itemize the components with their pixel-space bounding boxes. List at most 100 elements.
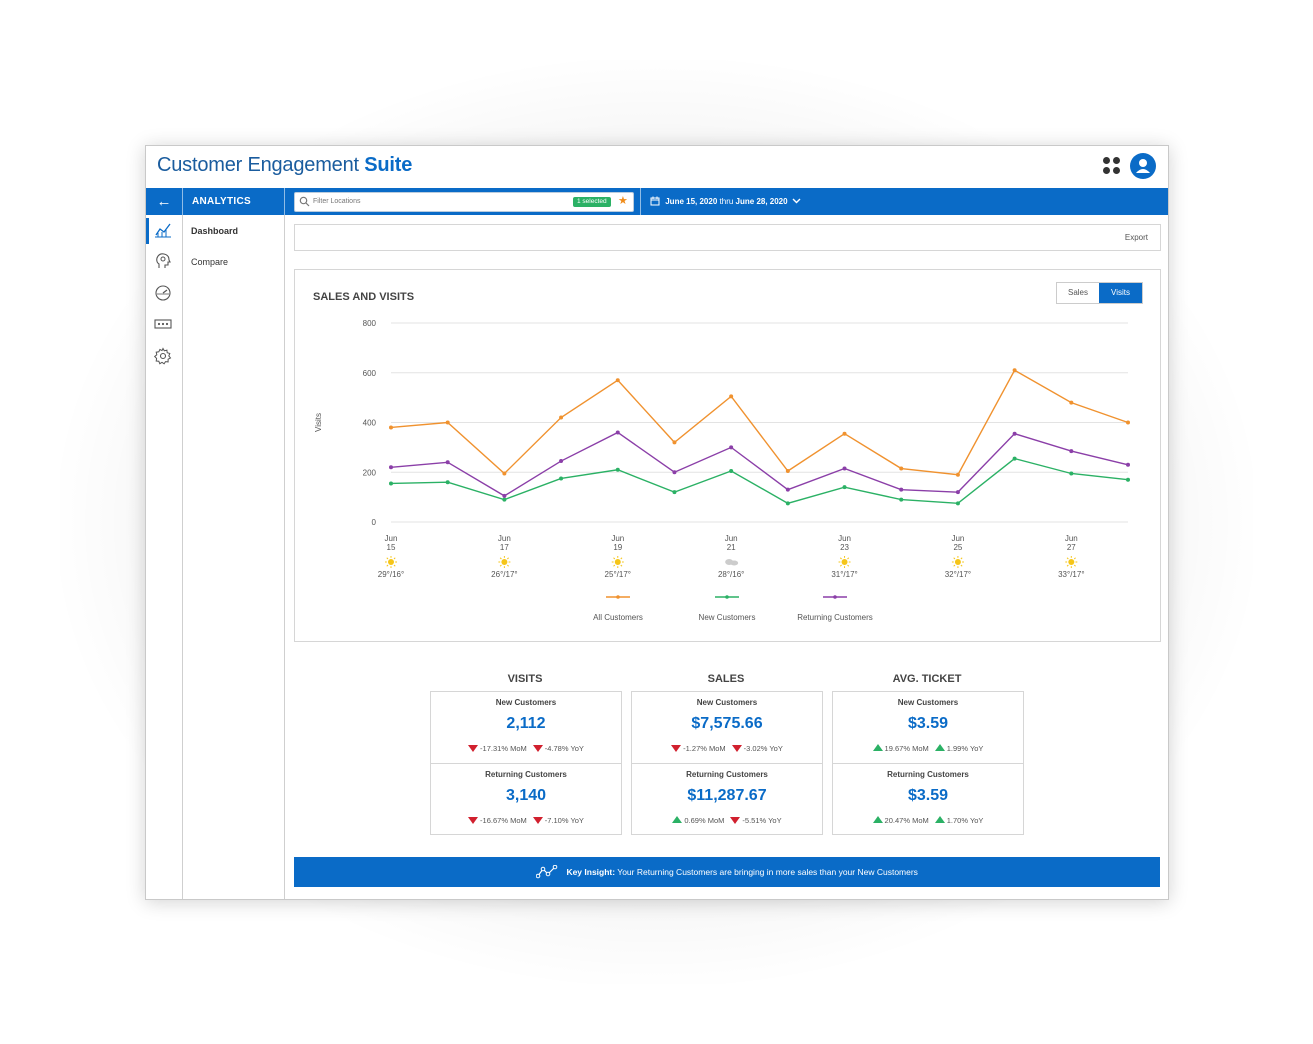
visits-toggle-button[interactable]: Visits: [1099, 283, 1142, 303]
data-point: [729, 469, 734, 474]
data-point: [955, 472, 960, 477]
divider: [640, 188, 641, 215]
data-point: [1012, 456, 1017, 461]
data-point: [445, 480, 450, 485]
down-arrow-icon: [731, 745, 742, 752]
x-tick-day: 27: [1067, 543, 1076, 552]
x-tick-day: 23: [840, 543, 849, 552]
data-point: [1069, 400, 1074, 405]
x-tick-day: 25: [953, 543, 962, 552]
metric-value: 2,112: [506, 715, 546, 732]
metric-label: Returning Customers: [686, 770, 768, 779]
up-arrow-icon: [872, 744, 883, 751]
app-title-bold: Suite: [364, 154, 413, 176]
new-customers-metric: New Customers 2,112 -17.31% MoM -4.78% YoY: [431, 692, 621, 763]
app-title: Customer Engagement Suite: [157, 154, 412, 177]
legend-swatch-dot: [616, 595, 620, 599]
metric-toggle: Sales Visits: [1056, 282, 1143, 304]
metric-changes: 19.67% MoM 1.99% YoY: [833, 744, 1023, 753]
sun-icon: [951, 556, 964, 568]
selected-badge[interactable]: 1 selected: [573, 197, 611, 207]
data-point: [842, 485, 847, 490]
chart-title: SALES AND VISITS: [313, 291, 415, 303]
data-point: [1069, 449, 1074, 454]
user-avatar-icon[interactable]: [1130, 153, 1156, 179]
data-point: [672, 470, 677, 475]
new-customers-metric: New Customers $7,575.66 -1.27% MoM -3.02% Y…: [632, 692, 822, 763]
legend-label: Returning Customers: [797, 613, 873, 622]
metric-label: New Customers: [696, 698, 758, 707]
metric-column-title: AVG. TICKET: [892, 673, 962, 685]
data-point: [899, 497, 904, 502]
search-icon: [299, 196, 310, 207]
metrics-section: VISITS New Customers 2,112 -17.31% MoM -4.78…: [285, 665, 1168, 845]
series-line: [390, 431, 1129, 497]
data-point: [1012, 368, 1017, 373]
data-point: [559, 459, 564, 464]
export-button[interactable]: Export: [1124, 233, 1148, 242]
subnav-item-compare[interactable]: Compare: [191, 257, 229, 267]
returning-customers-metric: Returning Customers $11,287.67 0.69% MoM -5…: [632, 763, 822, 835]
section-title: ANALYTICS: [192, 196, 252, 207]
returning-customers-metric: Returning Customers $3.59 20.47% MoM 1.70% …: [833, 763, 1023, 835]
data-point: [559, 415, 564, 420]
up-arrow-icon: [934, 744, 945, 751]
chat-icon[interactable]: [154, 315, 172, 333]
data-point: [389, 425, 393, 430]
mom-change: -16.67% MoM: [468, 816, 527, 825]
head-icon[interactable]: [154, 252, 172, 270]
date-range-picker[interactable]: June 15, 2020 thru June 28, 2020: [650, 188, 801, 215]
metric-column-title: VISITS: [507, 673, 543, 685]
divider: [284, 188, 285, 215]
subnav-item-dashboard[interactable]: Dashboard: [191, 226, 239, 236]
legend-swatch-dot: [833, 595, 837, 599]
insight-icon: [535, 864, 558, 879]
metric-label: Returning Customers: [485, 770, 567, 779]
metric-changes: -16.67% MoM -7.10% YoY: [431, 816, 621, 825]
data-point: [955, 490, 960, 495]
data-point: [559, 476, 564, 481]
x-tick-month: Jun: [611, 534, 624, 543]
x-tick-temp: 33°/17°: [1058, 570, 1084, 579]
data-point: [445, 420, 450, 425]
data-point: [445, 460, 450, 465]
apps-grid-icon[interactable]: [1103, 157, 1121, 175]
main-content: Export SALES AND VISITS Sales Visits 0 20…: [285, 215, 1168, 899]
x-tick-day: 17: [500, 543, 509, 552]
filter-locations-input[interactable]: Filter Locations 1 selected ★: [294, 192, 634, 212]
x-tick-temp: 28°/16°: [718, 570, 744, 579]
metric-changes: -17.31% MoM -4.78% YoY: [431, 744, 621, 753]
metric-label: New Customers: [897, 698, 959, 707]
chevron-down-icon: [792, 198, 801, 204]
data-point: [1069, 471, 1074, 476]
legend-label: All Customers: [593, 613, 643, 622]
x-tick-month: Jun: [385, 534, 398, 543]
data-point: [615, 378, 620, 383]
gauge-icon[interactable]: [154, 284, 172, 302]
down-arrow-icon: [730, 817, 741, 824]
mom-change: -1.27% MoM: [671, 744, 726, 753]
returning-customers-metric: Returning Customers 3,140 -16.67% MoM -7.10…: [431, 763, 621, 835]
date-start: June 15, 2020: [665, 197, 718, 206]
star-icon[interactable]: ★: [618, 195, 628, 207]
y-tick-label: 800: [363, 319, 377, 328]
data-point: [1012, 431, 1017, 436]
new-customers-metric: New Customers $3.59 19.67% MoM 1.99% YoY: [833, 692, 1023, 763]
data-point: [672, 440, 677, 445]
x-tick-temp: 31°/17°: [831, 570, 857, 579]
y-axis-label: Visits: [314, 413, 323, 432]
line-chart-icon[interactable]: [154, 221, 172, 239]
data-point: [785, 487, 790, 492]
gear-icon[interactable]: [154, 347, 172, 365]
sales-toggle-button[interactable]: Sales: [1057, 283, 1099, 303]
back-arrow-icon[interactable]: ←: [156, 193, 172, 210]
data-point: [502, 497, 507, 502]
down-arrow-icon: [468, 745, 479, 752]
x-tick-temp: 26°/17°: [491, 570, 517, 579]
metric-card: New Customers 2,112 -17.31% MoM -4.78% YoY R…: [430, 691, 622, 835]
metric-label: Returning Customers: [887, 770, 969, 779]
metric-column-title: SALES: [707, 673, 745, 685]
x-tick-month: Jun: [838, 534, 851, 543]
app-title-regular: Customer Engagement: [157, 154, 365, 176]
date-thru: thru: [719, 197, 734, 206]
